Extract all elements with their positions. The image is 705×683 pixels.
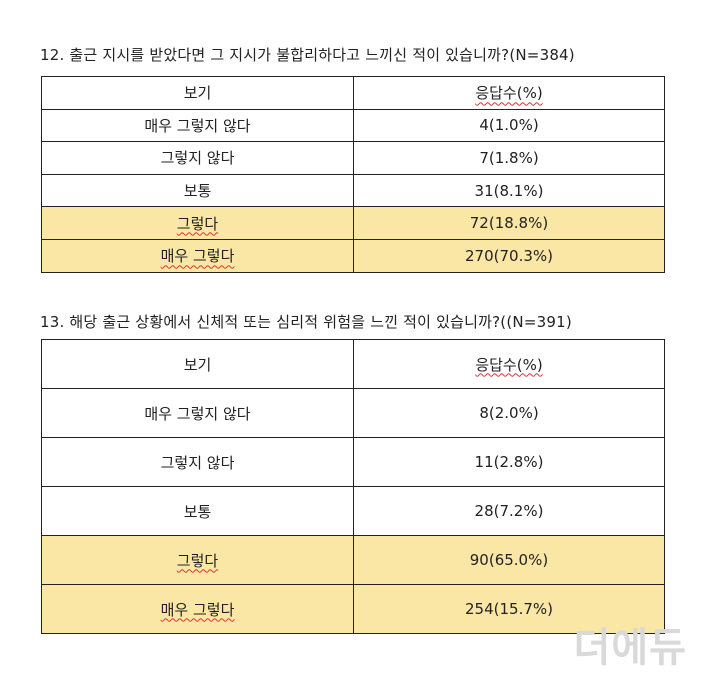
header-response: 응답수(%) <box>353 76 665 110</box>
table-header-row: 보기 응답수(%) <box>41 76 665 110</box>
table-row-highlighted: 매우 그렇다 254(15.7%) <box>41 584 665 634</box>
table-row: 매우 그렇지 않다 4(1.0%) <box>41 108 665 143</box>
header-option: 보기 <box>41 76 354 110</box>
row-value: 270(70.3%) <box>353 238 665 273</box>
question-12-table: 보기 응답수(%) 매우 그렇지 않다 4(1.0%) 그렇지 않다 7(1.8… <box>41 76 665 273</box>
row-value: 31(8.1%) <box>353 173 665 208</box>
table-row-highlighted: 그렇다 72(18.8%) <box>41 206 665 240</box>
table-row-highlighted: 그렇다 90(65.0%) <box>41 535 665 585</box>
row-value: 8(2.0%) <box>353 388 665 438</box>
watermark-logo: 더에듀 <box>573 625 687 671</box>
table-header-row: 보기 응답수(%) <box>41 339 665 389</box>
table-row: 그렇지 않다 11(2.8%) <box>41 437 665 487</box>
row-label: 그렇다 <box>41 206 354 240</box>
row-label: 보통 <box>41 173 354 208</box>
row-label: 매우 그렇지 않다 <box>41 388 354 438</box>
question-13-table: 보기 응답수(%) 매우 그렇지 않다 8(2.0%) 그렇지 않다 11(2.… <box>41 339 665 634</box>
question-13-title: 13. 해당 출근 상황에서 신체적 또는 심리적 위험을 느낀 적이 있습니까… <box>40 313 572 331</box>
row-label: 보통 <box>41 486 354 536</box>
row-label: 매우 그렇다 <box>41 584 354 634</box>
row-value: 11(2.8%) <box>353 437 665 487</box>
header-response: 응답수(%) <box>353 339 665 389</box>
row-value: 90(65.0%) <box>353 535 665 585</box>
row-label: 매우 그렇지 않다 <box>41 108 354 143</box>
table-row: 보통 28(7.2%) <box>41 486 665 536</box>
row-label: 그렇다 <box>41 535 354 585</box>
row-value: 254(15.7%) <box>353 584 665 634</box>
table-row-highlighted: 매우 그렇다 270(70.3%) <box>41 238 665 273</box>
row-label: 그렇지 않다 <box>41 141 354 175</box>
table-row: 매우 그렇지 않다 8(2.0%) <box>41 388 665 438</box>
question-12-title: 12. 출근 지시를 받았다면 그 지시가 불합리하다고 느끼신 적이 있습니까… <box>40 46 575 64</box>
row-value: 28(7.2%) <box>353 486 665 536</box>
row-label: 그렇지 않다 <box>41 437 354 487</box>
row-value: 72(18.8%) <box>353 206 665 240</box>
row-value: 4(1.0%) <box>353 108 665 143</box>
header-option: 보기 <box>41 339 354 389</box>
row-value: 7(1.8%) <box>353 141 665 175</box>
row-label: 매우 그렇다 <box>41 238 354 273</box>
table-row: 보통 31(8.1%) <box>41 173 665 208</box>
table-row: 그렇지 않다 7(1.8%) <box>41 141 665 175</box>
